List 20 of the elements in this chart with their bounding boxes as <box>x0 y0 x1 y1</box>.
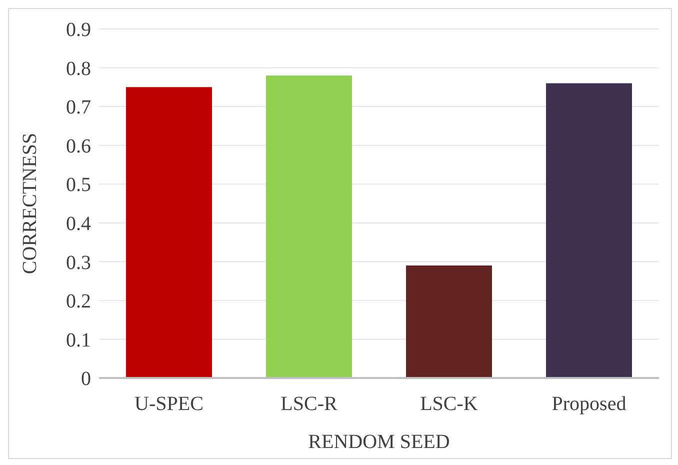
y-tick-label: 0 <box>81 368 91 390</box>
y-tick-label: 0.8 <box>66 58 91 80</box>
x-tick-label: Proposed <box>552 393 626 416</box>
y-tick-label: 0.1 <box>66 329 91 352</box>
y-tick-label: 0.2 <box>66 290 91 313</box>
y-tick-label: 0.5 <box>66 174 91 196</box>
bar <box>266 76 352 378</box>
y-tick-label: 0.3 <box>66 252 91 274</box>
x-tick-label: LSC-K <box>420 393 478 416</box>
y-axis-title: CORRECTNESS <box>19 132 42 274</box>
y-tick-label: 0.7 <box>66 96 91 119</box>
y-tick-label: 0.4 <box>66 212 91 235</box>
x-tick-label: LSC-R <box>280 393 338 416</box>
x-axis-title: RENDOM SEED <box>308 431 450 453</box>
y-tick-label: 0.6 <box>66 135 91 158</box>
bar <box>546 83 632 378</box>
bar <box>126 87 212 378</box>
y-tick-label: 0.9 <box>66 19 91 42</box>
bar <box>406 266 492 378</box>
x-tick-label: U-SPEC <box>134 393 204 416</box>
